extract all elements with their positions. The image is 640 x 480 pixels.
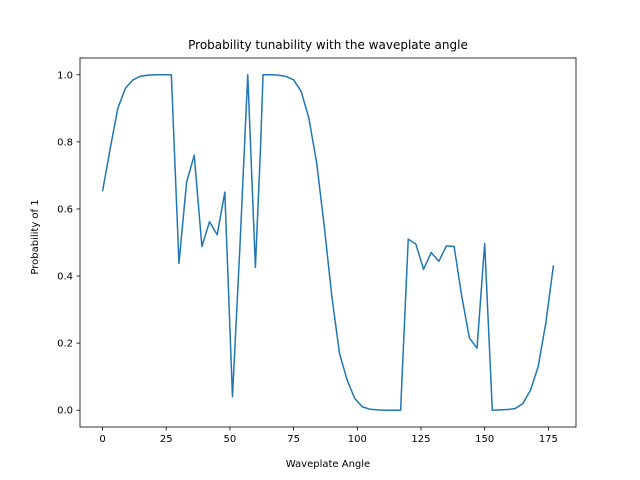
chart-title: Probability tunability with the waveplat… <box>188 38 468 52</box>
plot-area <box>79 57 577 428</box>
y-tick-label: 0.0 <box>57 406 73 417</box>
x-tick-label: 175 <box>539 434 558 445</box>
x-tick-label: 25 <box>160 434 173 445</box>
plot-frame <box>79 57 577 428</box>
x-tick-label: 125 <box>411 434 430 445</box>
x-tick-label: 50 <box>224 434 237 445</box>
x-tick-label: 150 <box>475 434 494 445</box>
x-tick-label: 0 <box>99 434 105 445</box>
series-line-0 <box>101 74 555 411</box>
y-tick-label: 0.8 <box>57 137 73 148</box>
x-axis: 0 25 50 75 100 125 150 175 <box>99 427 558 445</box>
y-tick-label: 1.0 <box>57 70 73 81</box>
x-axis-label: Waveplate Angle <box>286 459 370 470</box>
y-tick-label: 0.2 <box>57 339 73 350</box>
y-axis-label: Probability of 1 <box>30 199 41 274</box>
y-axis: 0.0 0.2 0.4 0.6 0.8 1.0 <box>57 70 80 417</box>
x-tick-label: 75 <box>287 434 300 445</box>
y-tick-label: 0.4 <box>57 272 73 283</box>
x-tick-label: 100 <box>348 434 367 445</box>
y-tick-label: 0.6 <box>57 204 73 215</box>
